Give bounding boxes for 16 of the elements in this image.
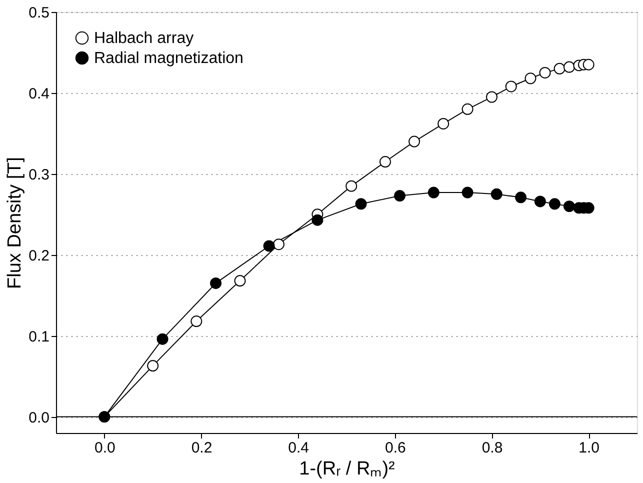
x-tick-label: 0.8	[482, 440, 503, 456]
y-tick-label: 0.2	[28, 247, 50, 264]
legend-label: Radial magnetization	[94, 50, 244, 67]
x-tick-label: 0.0	[94, 440, 116, 456]
y-tick-label: 0.0	[28, 409, 50, 426]
legend-label: Halbach array	[94, 30, 194, 47]
x-tick-label: 0.6	[384, 440, 406, 456]
x-tick-label: 0.2	[191, 440, 212, 456]
x-axis-title: 1-(Rᵣ / Rₘ)²	[299, 458, 395, 480]
y-tick-label: 0.3	[28, 166, 50, 184]
y-tick-label: 0.5	[28, 4, 50, 22]
x-tick-label: 1.0	[578, 440, 600, 456]
y-tick-label: 0.1	[28, 328, 50, 346]
y-tick-label: 0.4	[28, 85, 50, 102]
x-tick-label: 0.4	[288, 440, 310, 456]
y-axis-title: Flux Density [T]	[4, 157, 26, 289]
